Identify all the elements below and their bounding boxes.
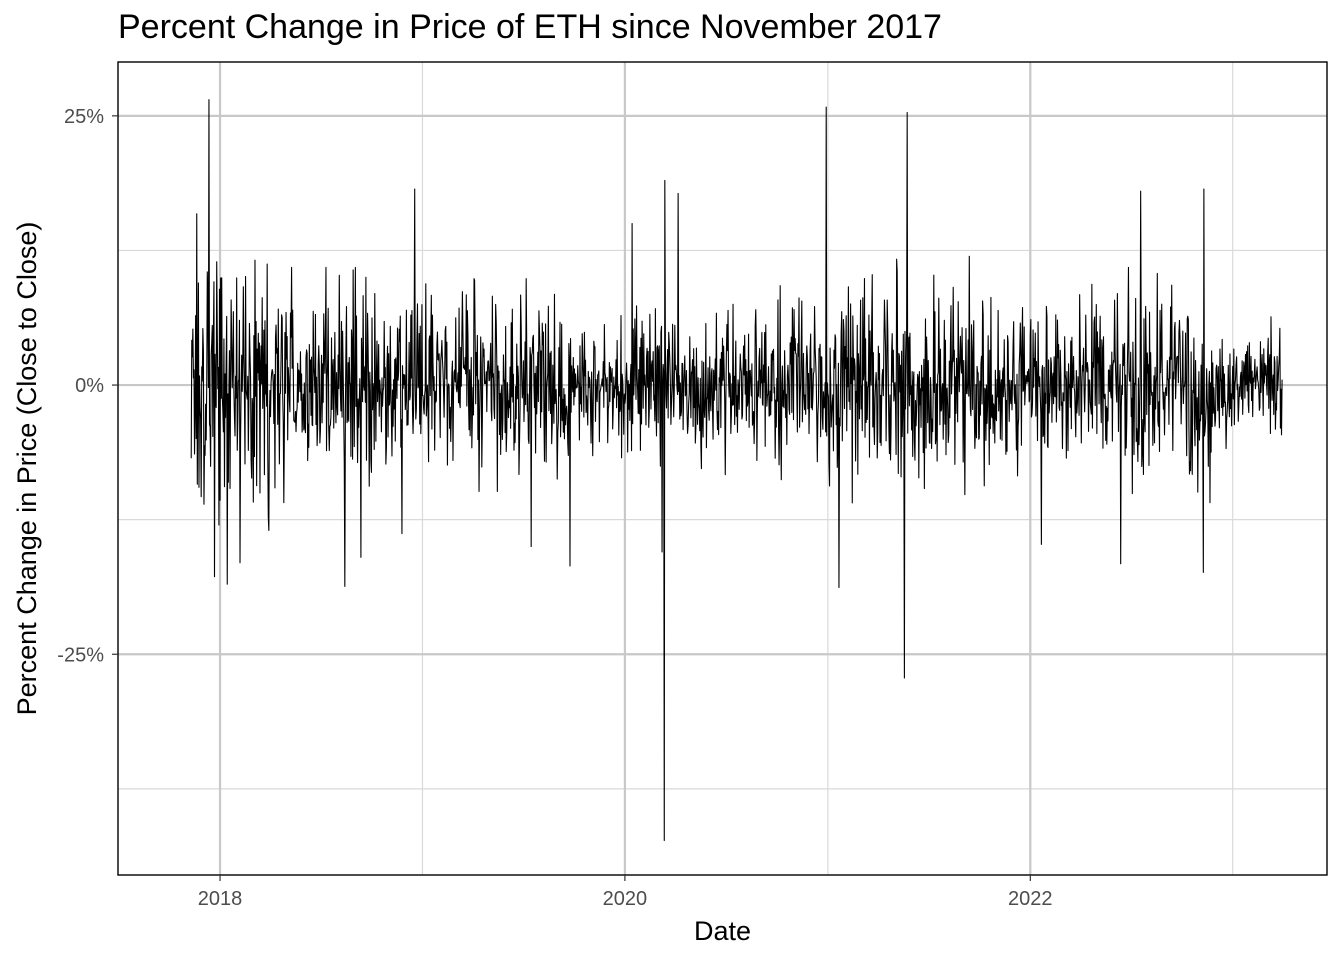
x-tick-label: 2022 bbox=[1008, 888, 1053, 910]
y-tick-label: 25% bbox=[64, 106, 104, 128]
y-tick-label: 0% bbox=[75, 375, 104, 397]
chart-title: Percent Change in Price of ETH since Nov… bbox=[118, 8, 942, 46]
price-change-series bbox=[190, 99, 1283, 842]
x-tick-label: 2020 bbox=[603, 888, 648, 910]
plot-panel-border bbox=[117, 61, 1328, 876]
y-tick-label: -25% bbox=[57, 644, 104, 666]
y-axis-title: Percent Change in Price (Close to Close) bbox=[12, 222, 42, 716]
grid-lines bbox=[118, 62, 1327, 875]
axis-ticks bbox=[112, 115, 1031, 881]
axis-tick-labels: 25% 0% -25% 2018 2020 2022 bbox=[57, 106, 1052, 910]
price-change-line bbox=[190, 99, 1283, 842]
x-tick-label: 2018 bbox=[198, 888, 243, 910]
x-axis-title: Date bbox=[694, 916, 751, 946]
